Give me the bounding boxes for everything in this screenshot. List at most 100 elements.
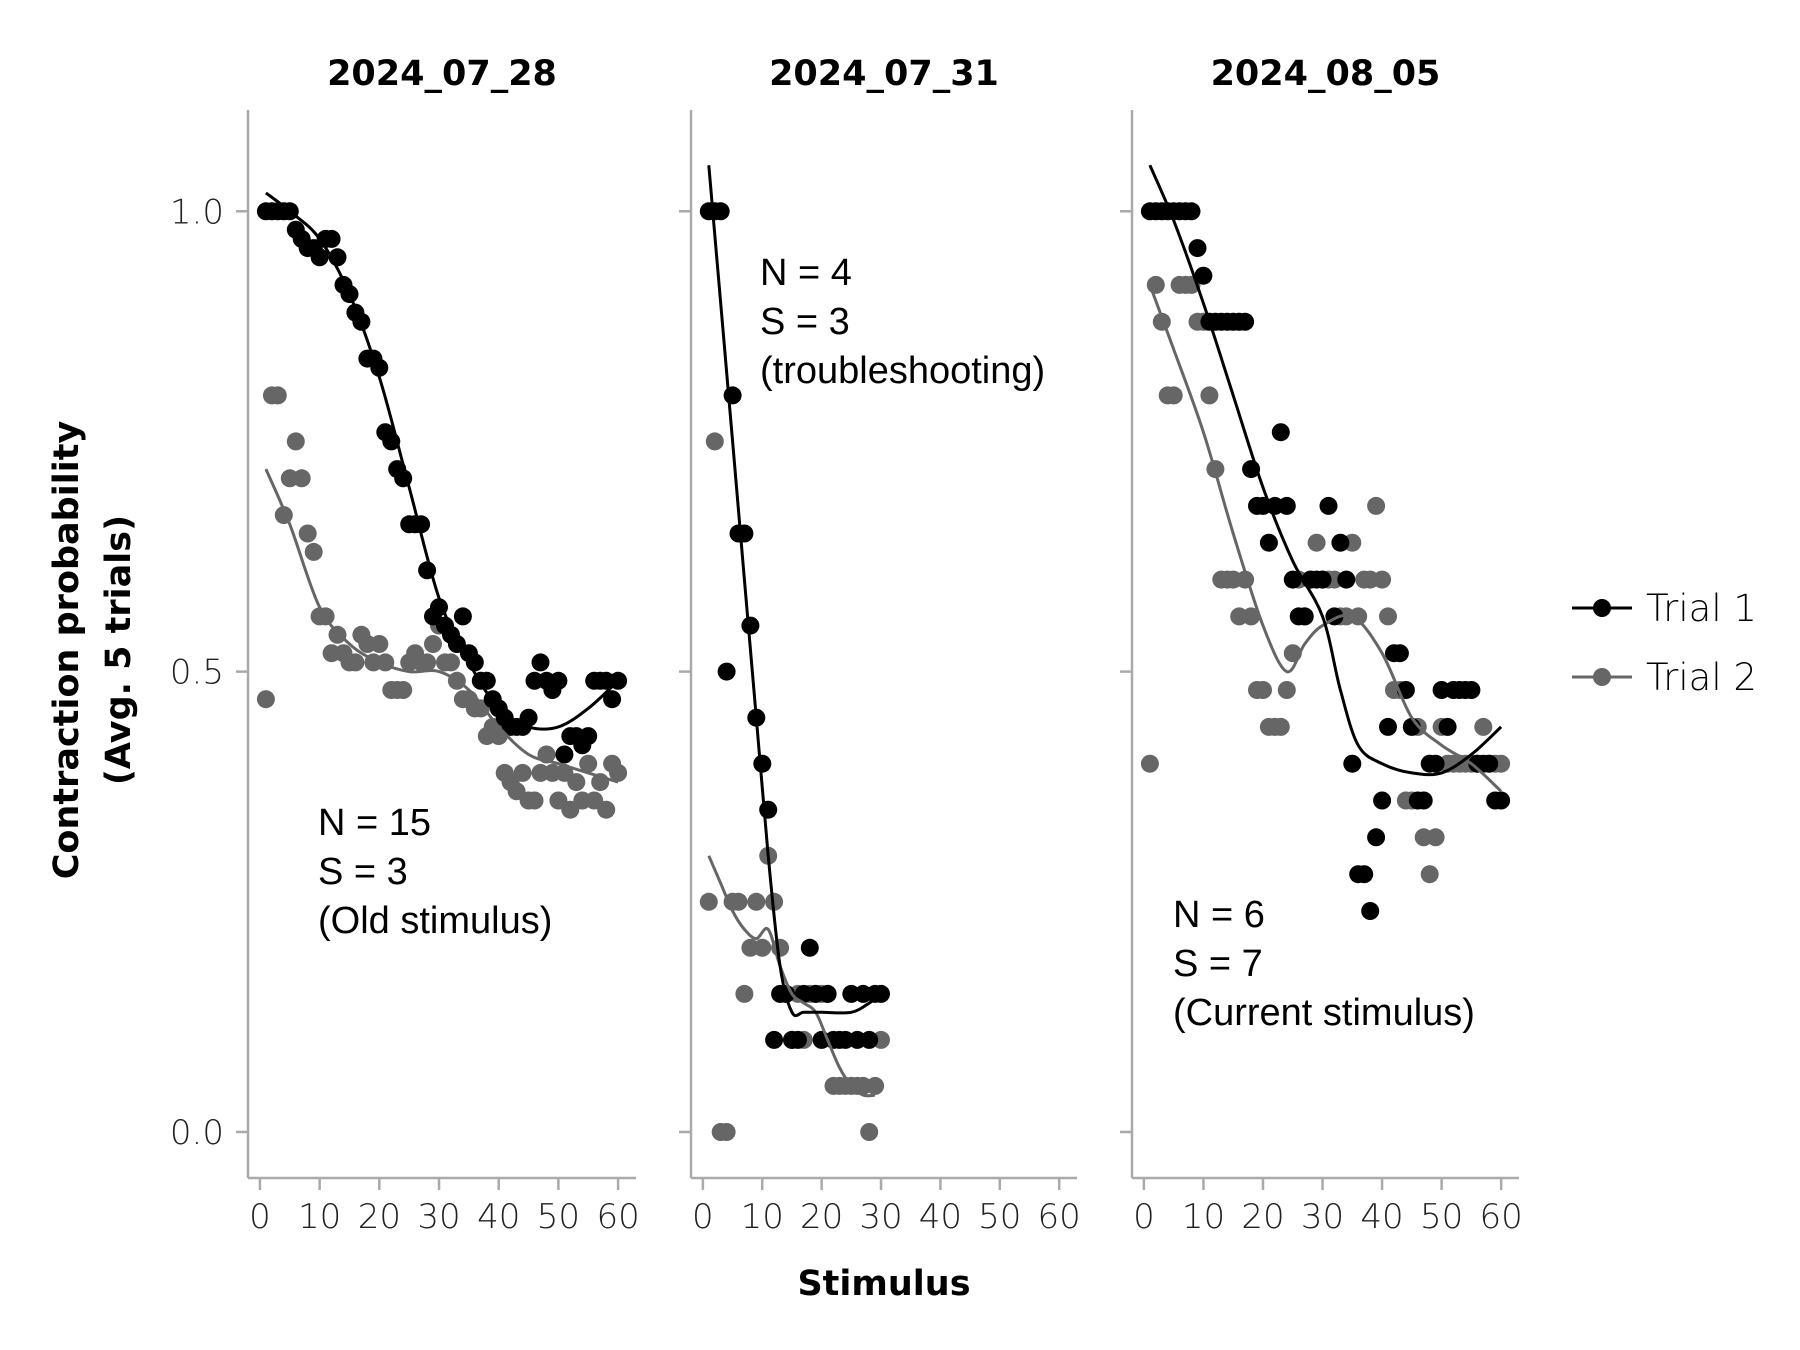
point-trial-2 bbox=[753, 938, 772, 957]
point-trial-2 bbox=[418, 653, 437, 672]
panel-title: 2024_08_05 bbox=[1211, 54, 1441, 94]
legend: Trial 1 Trial 2 bbox=[1572, 587, 1757, 699]
panel-annotation: (Old stimulus) bbox=[318, 900, 552, 942]
point-trial-1 bbox=[1492, 791, 1511, 810]
point-trial-2 bbox=[1140, 754, 1159, 773]
point-trial-2 bbox=[1349, 607, 1368, 626]
panel-2024_08_05: 2024_08_05 0 10 20 30 40 50 60 N = 6 S = 7 (Curren… bbox=[1120, 54, 1523, 1237]
point-trial-2 bbox=[1271, 717, 1290, 736]
x-tick-label: 60 bbox=[596, 1197, 639, 1237]
panel-annotation: (troubleshooting) bbox=[760, 350, 1045, 392]
point-trial-2 bbox=[513, 763, 532, 782]
legend-marker bbox=[1593, 599, 1611, 617]
point-trial-1 bbox=[1379, 717, 1397, 736]
point-trial-1 bbox=[753, 754, 772, 773]
point-trial-1 bbox=[1390, 644, 1409, 663]
point-trial-2 bbox=[1200, 386, 1219, 405]
point-trial-1 bbox=[453, 607, 472, 626]
point-trial-2 bbox=[860, 1123, 879, 1141]
panel-2024_07_28: 2024_07_28 0 10 20 30 40 50 60 0.0 0.5 1.0 N = 15 S … bbox=[170, 54, 640, 1237]
x-tick-label: 50 bbox=[1420, 1197, 1463, 1237]
point-trial-1 bbox=[1188, 239, 1207, 258]
point-trial-1 bbox=[1426, 754, 1445, 773]
point-trial-2 bbox=[442, 653, 460, 672]
legend-label: Trial 2 bbox=[1646, 656, 1757, 699]
legend-marker bbox=[1593, 668, 1611, 686]
point-trial-1 bbox=[818, 984, 837, 1003]
x-tick-label: 0 bbox=[249, 1197, 271, 1237]
fit-line-trial-1 bbox=[707, 165, 882, 1018]
point-trial-2 bbox=[1254, 681, 1272, 699]
point-trial-1 bbox=[1462, 681, 1481, 699]
point-trial-2 bbox=[866, 1076, 885, 1095]
point-trial-1 bbox=[860, 1030, 879, 1049]
point-trial-2 bbox=[298, 524, 317, 543]
point-trial-2 bbox=[1164, 386, 1183, 405]
point-trial-1 bbox=[788, 1030, 807, 1049]
point-trial-2 bbox=[304, 542, 323, 561]
point-trial-2 bbox=[729, 892, 748, 911]
point-trial-1 bbox=[1438, 717, 1457, 736]
x-tick-label: 60 bbox=[1038, 1197, 1081, 1237]
legend-label: Trial 1 bbox=[1646, 587, 1757, 630]
x-tick-label: 40 bbox=[477, 1197, 520, 1237]
fit-line-trial-2 bbox=[707, 855, 876, 1098]
x-tick-label: 20 bbox=[1241, 1197, 1284, 1237]
point-trial-1 bbox=[1361, 902, 1380, 920]
panel-annotation: N = 6 bbox=[1173, 894, 1265, 936]
point-trial-1 bbox=[322, 229, 341, 248]
x-tick-label: 30 bbox=[859, 1197, 902, 1237]
point-trial-2 bbox=[394, 681, 413, 699]
point-trial-1 bbox=[741, 616, 760, 635]
point-trial-1 bbox=[1331, 533, 1350, 552]
point-trial-1 bbox=[603, 690, 622, 709]
point-trial-2 bbox=[705, 432, 724, 451]
point-trial-2 bbox=[699, 892, 718, 911]
fit-line-trial-2 bbox=[264, 468, 619, 784]
point-trial-2 bbox=[1373, 570, 1392, 589]
point-trial-1 bbox=[1182, 202, 1201, 221]
point-trial-2 bbox=[1420, 865, 1439, 884]
point-trial-1 bbox=[765, 1030, 784, 1049]
point-trial-1 bbox=[1367, 828, 1386, 847]
point-trial-2 bbox=[1307, 533, 1326, 552]
point-trial-1 bbox=[1373, 791, 1392, 810]
point-trial-1 bbox=[800, 938, 819, 957]
panel-annotation: S = 3 bbox=[760, 301, 850, 343]
point-trial-1 bbox=[1355, 865, 1374, 884]
point-trial-2 bbox=[717, 1123, 736, 1141]
point-trial-1 bbox=[1319, 496, 1338, 515]
point-trial-2 bbox=[1474, 717, 1493, 736]
point-trial-2 bbox=[1146, 275, 1165, 294]
point-trial-2 bbox=[609, 763, 628, 782]
x-tick-label: 40 bbox=[1360, 1197, 1403, 1237]
point-trial-2 bbox=[747, 892, 766, 911]
x-tick-label: 50 bbox=[978, 1197, 1021, 1237]
point-trial-1 bbox=[717, 662, 736, 681]
y-tick-label: 0.0 bbox=[170, 1113, 224, 1153]
y-tick-label: 0.5 bbox=[170, 653, 224, 693]
point-trial-1 bbox=[1271, 423, 1290, 442]
point-trial-2 bbox=[1379, 607, 1397, 626]
panel-2024_07_31: 2024_07_31 0 10 20 30 40 50 60 N = 4 S = 3 (troubl… bbox=[679, 54, 1081, 1237]
point-trial-2 bbox=[268, 386, 287, 405]
point-trial-2 bbox=[286, 432, 305, 451]
point-trial-2 bbox=[579, 754, 598, 773]
x-tick-label: 50 bbox=[537, 1197, 580, 1237]
panel-annotation: N = 4 bbox=[760, 252, 852, 294]
fit-line-trial-2 bbox=[1148, 284, 1503, 793]
x-axis-label: Stimulus bbox=[797, 1264, 970, 1304]
point-trial-2 bbox=[1242, 607, 1261, 626]
point-trial-1 bbox=[579, 727, 598, 746]
y-axis-label-secondary: (Avg. 5 trials) bbox=[99, 515, 139, 785]
point-trial-2 bbox=[567, 773, 586, 792]
point-trial-2 bbox=[370, 635, 389, 653]
point-trial-1 bbox=[723, 386, 742, 405]
x-tick-label: 20 bbox=[800, 1197, 843, 1237]
panel-annotation: (Current stimulus) bbox=[1173, 992, 1475, 1034]
point-trial-1 bbox=[1236, 312, 1255, 331]
point-trial-2 bbox=[1277, 681, 1296, 699]
x-tick-label: 30 bbox=[1301, 1197, 1344, 1237]
point-trial-1 bbox=[1337, 570, 1356, 589]
